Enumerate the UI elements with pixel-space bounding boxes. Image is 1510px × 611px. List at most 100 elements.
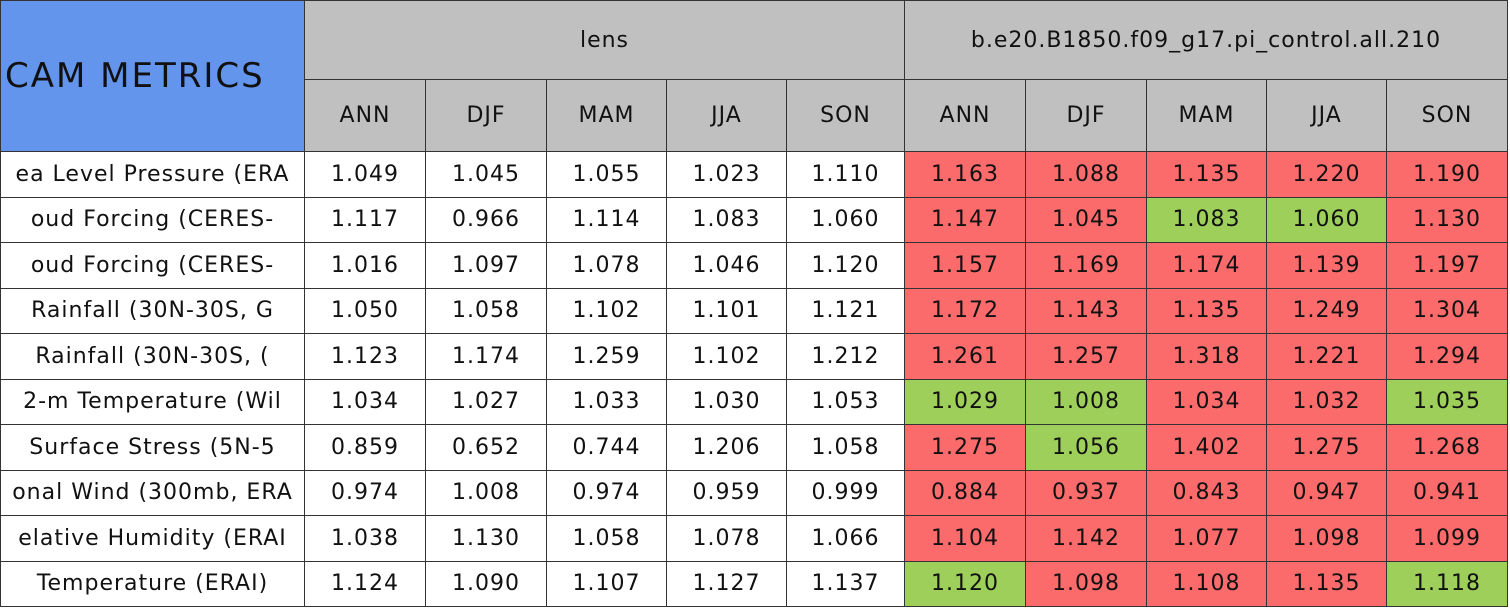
lens-value: 1.114 (547, 197, 667, 243)
lens-value: 1.121 (787, 288, 905, 334)
lens-value: 1.030 (667, 379, 787, 425)
title-cell: CAM METRICS (0, 0, 305, 152)
lens-value: 1.023 (667, 152, 787, 198)
control-value: 1.257 (1026, 334, 1147, 380)
lens-value: 1.174 (426, 334, 547, 380)
control-value: 1.060 (1267, 197, 1387, 243)
control-value: 1.088 (1026, 152, 1147, 198)
lens-value: 1.045 (426, 152, 547, 198)
lens-value: 0.966 (426, 197, 547, 243)
control-value: 1.118 (1387, 561, 1508, 607)
lens-value: 0.974 (547, 470, 667, 516)
lens-value: 1.058 (426, 288, 547, 334)
season-header: MAM (547, 80, 667, 152)
control-value: 1.135 (1267, 561, 1387, 607)
control-value: 0.843 (1147, 470, 1267, 516)
row-label: ea Level Pressure (ERA (0, 152, 305, 198)
control-value: 0.884 (905, 470, 1026, 516)
lens-value: 1.058 (547, 516, 667, 562)
lens-value: 0.959 (667, 470, 787, 516)
control-value: 1.172 (905, 288, 1026, 334)
season-header: JJA (667, 80, 787, 152)
lens-value: 1.078 (547, 243, 667, 289)
lens-value: 1.050 (305, 288, 426, 334)
season-header: SON (787, 80, 905, 152)
lens-value: 1.016 (305, 243, 426, 289)
control-value: 1.220 (1267, 152, 1387, 198)
row-label: Rainfall (30N-30S, G (0, 288, 305, 334)
control-value: 1.157 (905, 243, 1026, 289)
season-header: DJF (1026, 80, 1147, 152)
control-value: 1.098 (1267, 516, 1387, 562)
control-value: 1.163 (905, 152, 1026, 198)
control-value: 1.034 (1147, 379, 1267, 425)
season-header: ANN (905, 80, 1026, 152)
season-header: SON (1387, 80, 1508, 152)
lens-value: 1.212 (787, 334, 905, 380)
row-label: oud Forcing (CERES- (0, 197, 305, 243)
lens-value: 1.066 (787, 516, 905, 562)
control-value: 1.077 (1147, 516, 1267, 562)
lens-value: 1.008 (426, 470, 547, 516)
control-value: 1.135 (1147, 288, 1267, 334)
control-value: 1.142 (1026, 516, 1147, 562)
control-value: 1.174 (1147, 243, 1267, 289)
lens-value: 0.652 (426, 425, 547, 471)
control-value: 1.008 (1026, 379, 1147, 425)
control-value: 1.304 (1387, 288, 1508, 334)
lens-value: 1.102 (667, 334, 787, 380)
control-value: 0.937 (1026, 470, 1147, 516)
lens-value: 1.053 (787, 379, 905, 425)
control-value: 1.120 (905, 561, 1026, 607)
row-label: 2-m Temperature (Wil (0, 379, 305, 425)
lens-value: 1.090 (426, 561, 547, 607)
control-value: 1.268 (1387, 425, 1508, 471)
control-value: 1.032 (1267, 379, 1387, 425)
lens-value: 1.046 (667, 243, 787, 289)
control-value: 1.108 (1147, 561, 1267, 607)
season-header: DJF (426, 80, 547, 152)
lens-value: 0.974 (305, 470, 426, 516)
control-value: 1.099 (1387, 516, 1508, 562)
lens-value: 1.137 (787, 561, 905, 607)
control-value: 1.197 (1387, 243, 1508, 289)
control-value: 1.261 (905, 334, 1026, 380)
lens-value: 1.206 (667, 425, 787, 471)
control-value: 1.104 (905, 516, 1026, 562)
group-header: b.e20.B1850.f09_g17.pi_control.all.210 (905, 0, 1508, 80)
control-value: 1.190 (1387, 152, 1508, 198)
control-value: 1.083 (1147, 197, 1267, 243)
lens-value: 1.033 (547, 379, 667, 425)
control-value: 1.098 (1026, 561, 1147, 607)
row-label: Temperature (ERAI) (0, 561, 305, 607)
lens-value: 1.102 (547, 288, 667, 334)
lens-value: 1.123 (305, 334, 426, 380)
lens-value: 1.034 (305, 379, 426, 425)
season-header: MAM (1147, 80, 1267, 152)
control-value: 0.947 (1267, 470, 1387, 516)
control-value: 1.029 (905, 379, 1026, 425)
control-value: 1.294 (1387, 334, 1508, 380)
lens-value: 1.107 (547, 561, 667, 607)
lens-value: 0.859 (305, 425, 426, 471)
control-value: 0.941 (1387, 470, 1508, 516)
lens-value: 1.027 (426, 379, 547, 425)
control-value: 1.275 (1267, 425, 1387, 471)
control-value: 1.045 (1026, 197, 1147, 243)
control-value: 1.035 (1387, 379, 1508, 425)
lens-value: 1.055 (547, 152, 667, 198)
row-label: Rainfall (30N-30S, ( (0, 334, 305, 380)
lens-value: 1.259 (547, 334, 667, 380)
control-value: 1.221 (1267, 334, 1387, 380)
season-header: ANN (305, 80, 426, 152)
lens-value: 1.101 (667, 288, 787, 334)
lens-value: 1.117 (305, 197, 426, 243)
control-value: 1.318 (1147, 334, 1267, 380)
control-value: 1.135 (1147, 152, 1267, 198)
lens-value: 1.060 (787, 197, 905, 243)
control-value: 1.169 (1026, 243, 1147, 289)
lens-value: 1.038 (305, 516, 426, 562)
lens-value: 1.110 (787, 152, 905, 198)
control-value: 1.056 (1026, 425, 1147, 471)
